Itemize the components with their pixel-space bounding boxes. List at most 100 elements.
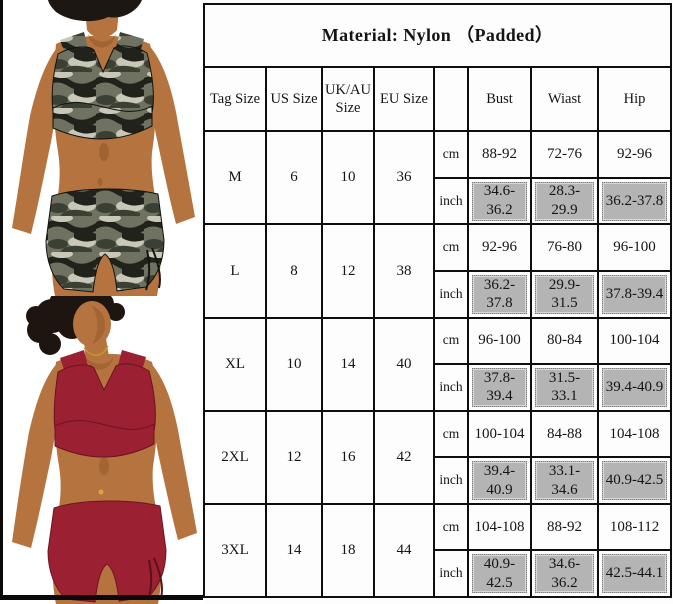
unit-label-cm: cm <box>433 502 469 552</box>
bust-cm-value: 100-104 <box>467 409 532 459</box>
ukau-size-value: 16 <box>321 409 375 505</box>
unit-label-cm: cm <box>433 316 469 366</box>
size-row-2xl: 2XL 12 16 42 cm 100-104 84-88 104-108 <box>203 409 673 505</box>
waist-inch-value: 29.9-31.5 <box>530 269 599 319</box>
highlighted-value: 36.2-37.8 <box>602 181 668 221</box>
waist-inch-value: 33.1-34.6 <box>530 456 599 505</box>
highlighted-value: 37.8-39.4 <box>602 274 668 314</box>
hip-inch-value: 40.9-42.5 <box>596 456 673 505</box>
unit-label-inch: inch <box>433 549 469 598</box>
eu-size-value: 36 <box>373 130 435 226</box>
unit-label-inch: inch <box>433 456 469 505</box>
shorts <box>45 188 165 293</box>
highlighted-value: 40.9-42.5 <box>472 554 527 594</box>
twist-band <box>54 420 155 458</box>
camo-model-illustration <box>12 0 195 296</box>
face <box>73 301 111 347</box>
waist-inch-value: 31.5-33.1 <box>530 363 599 412</box>
size-chart-table: Material: Nylon （Padded） Tag Size US Siz… <box>202 2 673 599</box>
header-eu-size: EU Size <box>373 66 435 133</box>
eu-size-value: 38 <box>373 223 435 319</box>
highlighted-value: 34.6-36.2 <box>535 554 594 594</box>
hip-inch-value: 37.8-39.4 <box>596 269 673 319</box>
ukau-size-value: 10 <box>321 130 375 226</box>
hip-cm-value: 108-112 <box>596 502 673 552</box>
unit-label-inch: inch <box>433 176 469 226</box>
header-ukau-size: UK/AU Size <box>321 66 375 133</box>
unit-label-cm: cm <box>433 130 469 179</box>
us-size-value: 10 <box>265 316 323 412</box>
highlighted-value: 33.1-34.6 <box>535 461 594 500</box>
burgundy-model-illustration <box>12 296 197 604</box>
highlighted-value: 39.4-40.9 <box>602 367 668 407</box>
tag-size-value: L <box>203 223 267 319</box>
drawstring <box>145 247 162 291</box>
bust-cm-value: 104-108 <box>467 502 532 552</box>
unit-label-inch: inch <box>433 363 469 412</box>
us-size-value: 6 <box>265 130 323 226</box>
tag-size-value: 3XL <box>203 502 267 599</box>
navel <box>97 178 103 186</box>
waist-cm-value: 72-76 <box>530 130 599 179</box>
size-row-xl: XL 10 14 40 cm 96-100 80-84 100-104 <box>203 316 673 412</box>
waist-cm-value: 76-80 <box>530 223 599 272</box>
highlighted-value: 37.8-39.4 <box>472 367 527 407</box>
highlighted-value: 40.9-42.5 <box>602 461 668 500</box>
product-photo-camo <box>0 0 205 296</box>
highlighted-value: 42.5-44.1 <box>602 554 668 594</box>
bust-cm-value: 88-92 <box>467 130 532 179</box>
hip-inch-value: 39.4-40.9 <box>596 363 673 412</box>
size-row-l: L 8 12 38 cm 92-96 76-80 96-100 <box>203 223 673 319</box>
photo-frame-bottom-edge <box>0 595 203 600</box>
product-photo-burgundy <box>0 296 205 604</box>
waist-cm-value: 80-84 <box>530 316 599 366</box>
model-figure <box>12 296 197 604</box>
highlighted-value: 36.2-37.8 <box>472 274 527 314</box>
hair <box>48 0 142 22</box>
waist-cm-value: 88-92 <box>530 502 599 552</box>
bust-inch-value: 34.6-36.2 <box>467 176 532 226</box>
bust-inch-value: 36.2-37.8 <box>467 269 532 319</box>
bust-inch-value: 37.8-39.4 <box>467 363 532 412</box>
photo-column <box>0 0 205 604</box>
us-size-value: 8 <box>265 223 323 319</box>
tag-size-value: M <box>203 130 267 226</box>
tag-size-value: XL <box>203 316 267 412</box>
size-row-m: M 6 10 36 cm 88-92 72-76 92-96 <box>203 130 673 226</box>
header-bust: Bust <box>467 66 532 133</box>
left-arm <box>12 362 65 548</box>
burgundy-swimsuit <box>47 350 167 603</box>
waist-cm-value: 84-88 <box>530 409 599 459</box>
us-size-value: 14 <box>265 502 323 599</box>
unit-label-inch: inch <box>433 269 469 319</box>
eu-size-value: 44 <box>373 502 435 599</box>
highlighted-value: 31.5-33.1 <box>535 367 594 407</box>
camo-swimsuit <box>45 32 165 293</box>
necklace <box>83 345 109 356</box>
unit-label-cm: cm <box>433 409 469 459</box>
hip-cm-value: 104-108 <box>596 409 673 459</box>
tag-size-value: 2XL <box>203 409 267 505</box>
twist-band <box>52 102 153 140</box>
hip-cm-value: 100-104 <box>596 316 673 366</box>
header-us-size: US Size <box>265 66 323 133</box>
bust-cm-value: 92-96 <box>467 223 532 272</box>
bust-cm-value: 96-100 <box>467 316 532 366</box>
chart-title: Material: Nylon （Padded） <box>202 2 673 69</box>
navel-piercing <box>98 489 104 495</box>
highlighted-value: 29.9-31.5 <box>535 274 594 314</box>
us-size-value: 12 <box>265 409 323 505</box>
ukau-size-value: 14 <box>321 316 375 412</box>
hip-inch-value: 36.2-37.8 <box>596 176 673 226</box>
ukau-size-value: 12 <box>321 223 375 319</box>
header-waist: Wiast <box>530 66 599 133</box>
bust-inch-value: 39.4-40.9 <box>467 456 532 505</box>
curly-hair <box>26 296 125 355</box>
header-unit-column <box>433 66 469 133</box>
ukau-size-value: 18 <box>321 502 375 599</box>
waist-inch-value: 34.6-36.2 <box>530 549 599 598</box>
highlighted-value: 34.6-36.2 <box>472 181 527 221</box>
eu-size-value: 42 <box>373 409 435 505</box>
hip-cm-value: 92-96 <box>596 130 673 179</box>
